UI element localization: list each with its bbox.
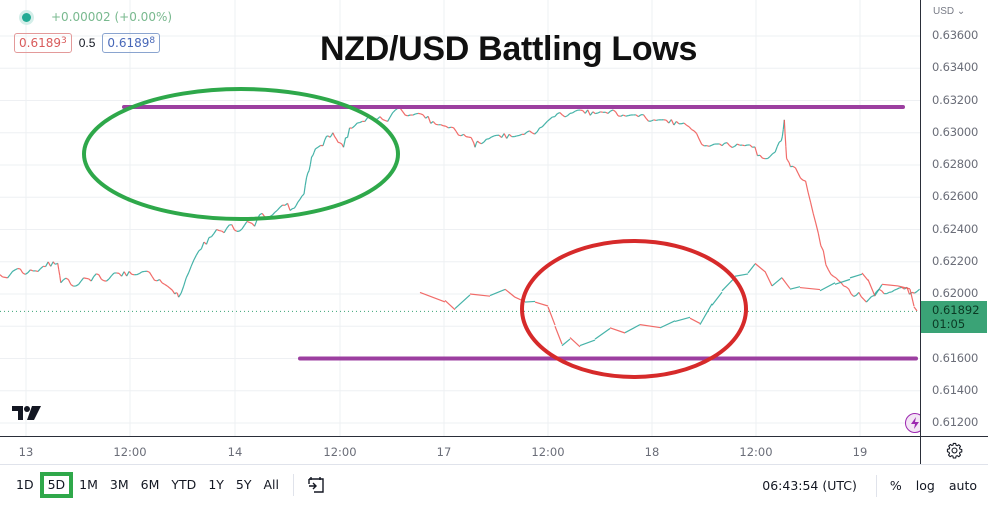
range-5y-button[interactable]: 5Y <box>235 477 252 492</box>
date-range-buttons: 1D 5D 1M 3M 6M YTD 1Y 5Y All <box>10 472 330 498</box>
price-tick: 0.63200 <box>932 92 979 107</box>
price-tick: 0.62200 <box>932 253 979 268</box>
price-chart-canvas[interactable] <box>0 0 920 436</box>
price-tick: 0.62800 <box>932 157 979 171</box>
currency-dropdown[interactable]: USD ⌄ <box>933 6 966 17</box>
time-tick: 12:00 <box>739 445 773 459</box>
price-tick: 0.61400 <box>932 382 979 397</box>
time-tick: 19 <box>852 445 868 459</box>
buy-button[interactable]: 0.61898 <box>102 33 161 53</box>
chart-title: NZD/USD Battling Lows <box>320 30 698 68</box>
bid-price-pip: 3 <box>61 36 67 46</box>
time-tick: 12:00 <box>531 445 565 459</box>
go-to-date-button[interactable] <box>302 476 330 494</box>
price-tick: 0.63600 <box>932 28 979 42</box>
calendar-goto-icon <box>308 477 324 493</box>
price-tick: 0.62400 <box>932 221 979 236</box>
log-scale-toggle[interactable]: log <box>915 478 935 493</box>
toolbar-divider <box>875 474 877 497</box>
price-tick: 0.61600 <box>932 350 979 365</box>
price-tick: 0.62600 <box>932 189 979 204</box>
range-all-button[interactable]: All <box>263 477 280 492</box>
range-5d-button[interactable]: 5D <box>39 472 74 498</box>
price-tick: 0.62000 <box>932 286 979 300</box>
tradingview-logo-icon[interactable] <box>12 405 42 426</box>
price-change: +0.00002 (+0.00%) <box>51 10 173 24</box>
time-axis[interactable]: 13 12:00 14 12:00 17 12:00 18 12:00 19 <box>0 436 920 464</box>
toolbar-divider <box>293 474 294 496</box>
time-tick: 12:00 <box>113 445 147 459</box>
range-6m-button[interactable]: 6M <box>140 477 160 492</box>
price-axis[interactable]: USD ⌄ 0.63600 0.63400 0.63200 0.63000 0.6280… <box>920 0 988 436</box>
chart-settings-button[interactable] <box>920 436 988 464</box>
spread-value: 0.5 <box>78 36 96 50</box>
gear-icon <box>946 442 963 459</box>
ask-price-pip: 8 <box>149 36 156 46</box>
percent-scale-toggle[interactable]: % <box>889 478 902 493</box>
sell-button[interactable]: 0.61893 <box>14 33 72 53</box>
bar-countdown: 01:05 <box>932 317 966 331</box>
time-tick: 13 <box>18 445 34 459</box>
lightning-icon[interactable] <box>905 413 920 433</box>
bottom-toolbar: 1D 5D 1M 3M 6M YTD 1Y 5Y All 06:43:54 (U… <box>0 464 988 505</box>
range-1y-button[interactable]: 1Y <box>208 477 224 492</box>
utc-clock[interactable]: 06:43:54 (UTC) <box>762 478 857 493</box>
auto-scale-toggle[interactable]: auto <box>948 478 977 493</box>
price-tick: 0.61200 <box>932 415 979 429</box>
range-1m-button[interactable]: 1M <box>79 477 98 492</box>
symbol-legend: +0.00002 (+0.00%) 0.61893 0.5 0.61898 <box>14 8 172 53</box>
range-3m-button[interactable]: 3M <box>109 477 129 492</box>
last-price-label: 0.61892 01:05 <box>921 301 987 333</box>
price-tick: 0.63000 <box>932 124 979 139</box>
time-tick: 12:00 <box>323 445 357 459</box>
time-tick: 14 <box>227 445 243 459</box>
time-tick: 17 <box>436 445 452 459</box>
price-tick: 0.63400 <box>932 60 979 75</box>
bid-price: 0.6189 <box>19 36 61 50</box>
time-tick: 18 <box>644 445 660 459</box>
ask-price: 0.6189 <box>107 36 150 50</box>
range-ytd-button[interactable]: YTD <box>171 477 197 492</box>
range-1d-button[interactable]: 1D <box>16 477 34 492</box>
market-status-dot-icon[interactable] <box>22 12 31 22</box>
chart-pane[interactable]: +0.00002 (+0.00%) 0.61893 0.5 0.61898 NZ… <box>0 0 920 436</box>
toolbar-right: 06:43:54 (UTC) % log auto <box>755 465 988 505</box>
last-price-value: 0.61892 <box>932 303 980 317</box>
